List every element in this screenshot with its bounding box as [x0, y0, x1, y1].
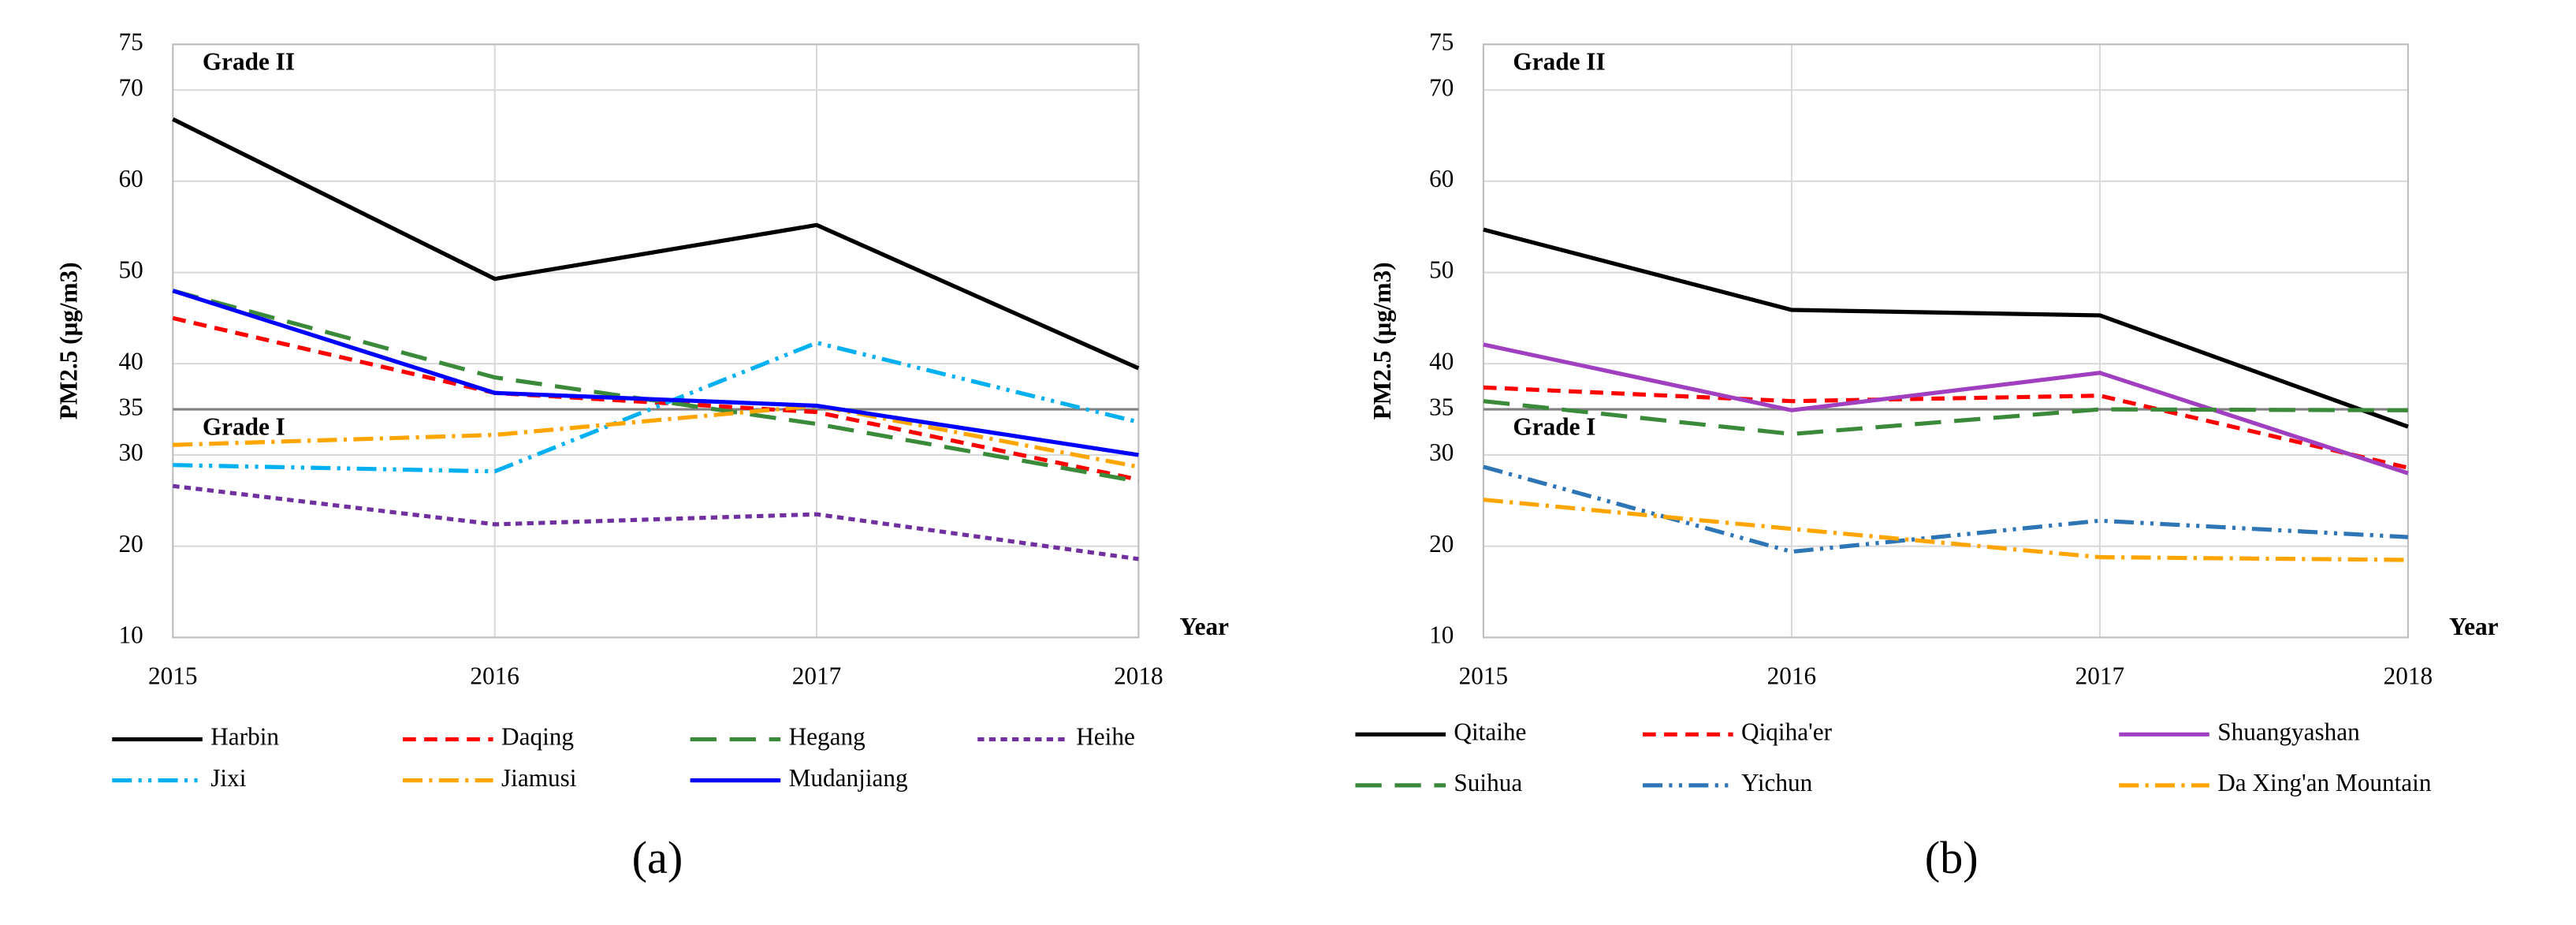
annotation: Grade I [1513, 412, 1595, 440]
annotation: Grade II [1513, 47, 1605, 75]
data-line [1483, 342, 2409, 476]
x-tick-label: 2018 [1114, 662, 1163, 690]
legend-label: Jixi [210, 764, 246, 792]
legend-label: Suihua [1454, 769, 1522, 796]
legend-label: Shuangyashan [2217, 718, 2360, 745]
y-tick-label: 30 [1429, 438, 1454, 466]
data-line [172, 117, 1140, 371]
y-tick-label: 60 [1429, 165, 1454, 192]
y-tick-label: 30 [119, 438, 143, 466]
y-axis-label: PM2.5 (μg/m3) [54, 262, 82, 420]
data-line [172, 289, 1139, 457]
y-tick-label: 50 [119, 256, 143, 284]
y-tick-label: 60 [119, 165, 143, 192]
plot-frame [172, 43, 1140, 639]
data-line [173, 483, 1139, 561]
panel-label: (b) [1925, 832, 1979, 883]
data-line [172, 289, 1139, 484]
legend-label: Yichun [1741, 769, 1813, 796]
x-tick-label: 2018 [2384, 662, 2433, 690]
y-tick-label: 75 [119, 28, 143, 55]
y-tick-label: 40 [119, 347, 143, 375]
panel-label: (a) [632, 832, 683, 883]
legend-label: Jiamusi [501, 764, 577, 792]
data-line [1483, 385, 2409, 470]
plot-frame [1482, 43, 2409, 639]
data-line [173, 340, 1140, 474]
y-tick-label: 20 [1429, 530, 1454, 558]
x-tick-label: 2017 [792, 662, 842, 690]
x-tick-label: 2015 [1459, 662, 1509, 690]
y-tick-label: 50 [1429, 256, 1454, 284]
legend-label: Mudanjiang [789, 764, 908, 792]
y-tick-label: 70 [119, 73, 143, 101]
y-tick-label: 10 [1429, 621, 1454, 649]
data-line [1483, 464, 2409, 554]
y-tick-label: 10 [119, 621, 143, 649]
y-tick-label: 75 [1429, 28, 1454, 55]
data-line [1483, 498, 2408, 562]
y-tick-label: 70 [1429, 73, 1454, 101]
y-tick-label: 35 [1429, 393, 1454, 420]
y-tick-label: 20 [119, 530, 143, 558]
legend-label: Heihe [1076, 723, 1135, 751]
x-axis-label: Year [2449, 613, 2499, 640]
y-tick-label: 35 [119, 393, 143, 420]
legend-label: Da Xing'an Mountain [2217, 769, 2432, 796]
annotation: Grade II [203, 47, 295, 75]
x-axis-label: Year [1179, 613, 1229, 640]
legend-label: Harbin [210, 723, 279, 751]
legend-label: Qiqiha'er [1741, 718, 1833, 745]
data-line [1483, 399, 2408, 436]
data-line [173, 403, 1139, 469]
x-tick-label: 2016 [1767, 662, 1817, 690]
x-tick-label: 2016 [470, 662, 519, 690]
data-line [1483, 227, 2409, 429]
y-axis-label: PM2.5 (μg/m3) [1368, 262, 1396, 420]
legend-label: Qitaihe [1454, 718, 1526, 745]
y-tick-label: 40 [1429, 347, 1454, 375]
legend-label: Hegang [789, 723, 866, 751]
legend-label: Daqing [501, 723, 574, 751]
annotation: Grade I [203, 412, 285, 440]
x-tick-label: 2015 [148, 662, 198, 690]
x-tick-label: 2017 [2075, 662, 2125, 690]
